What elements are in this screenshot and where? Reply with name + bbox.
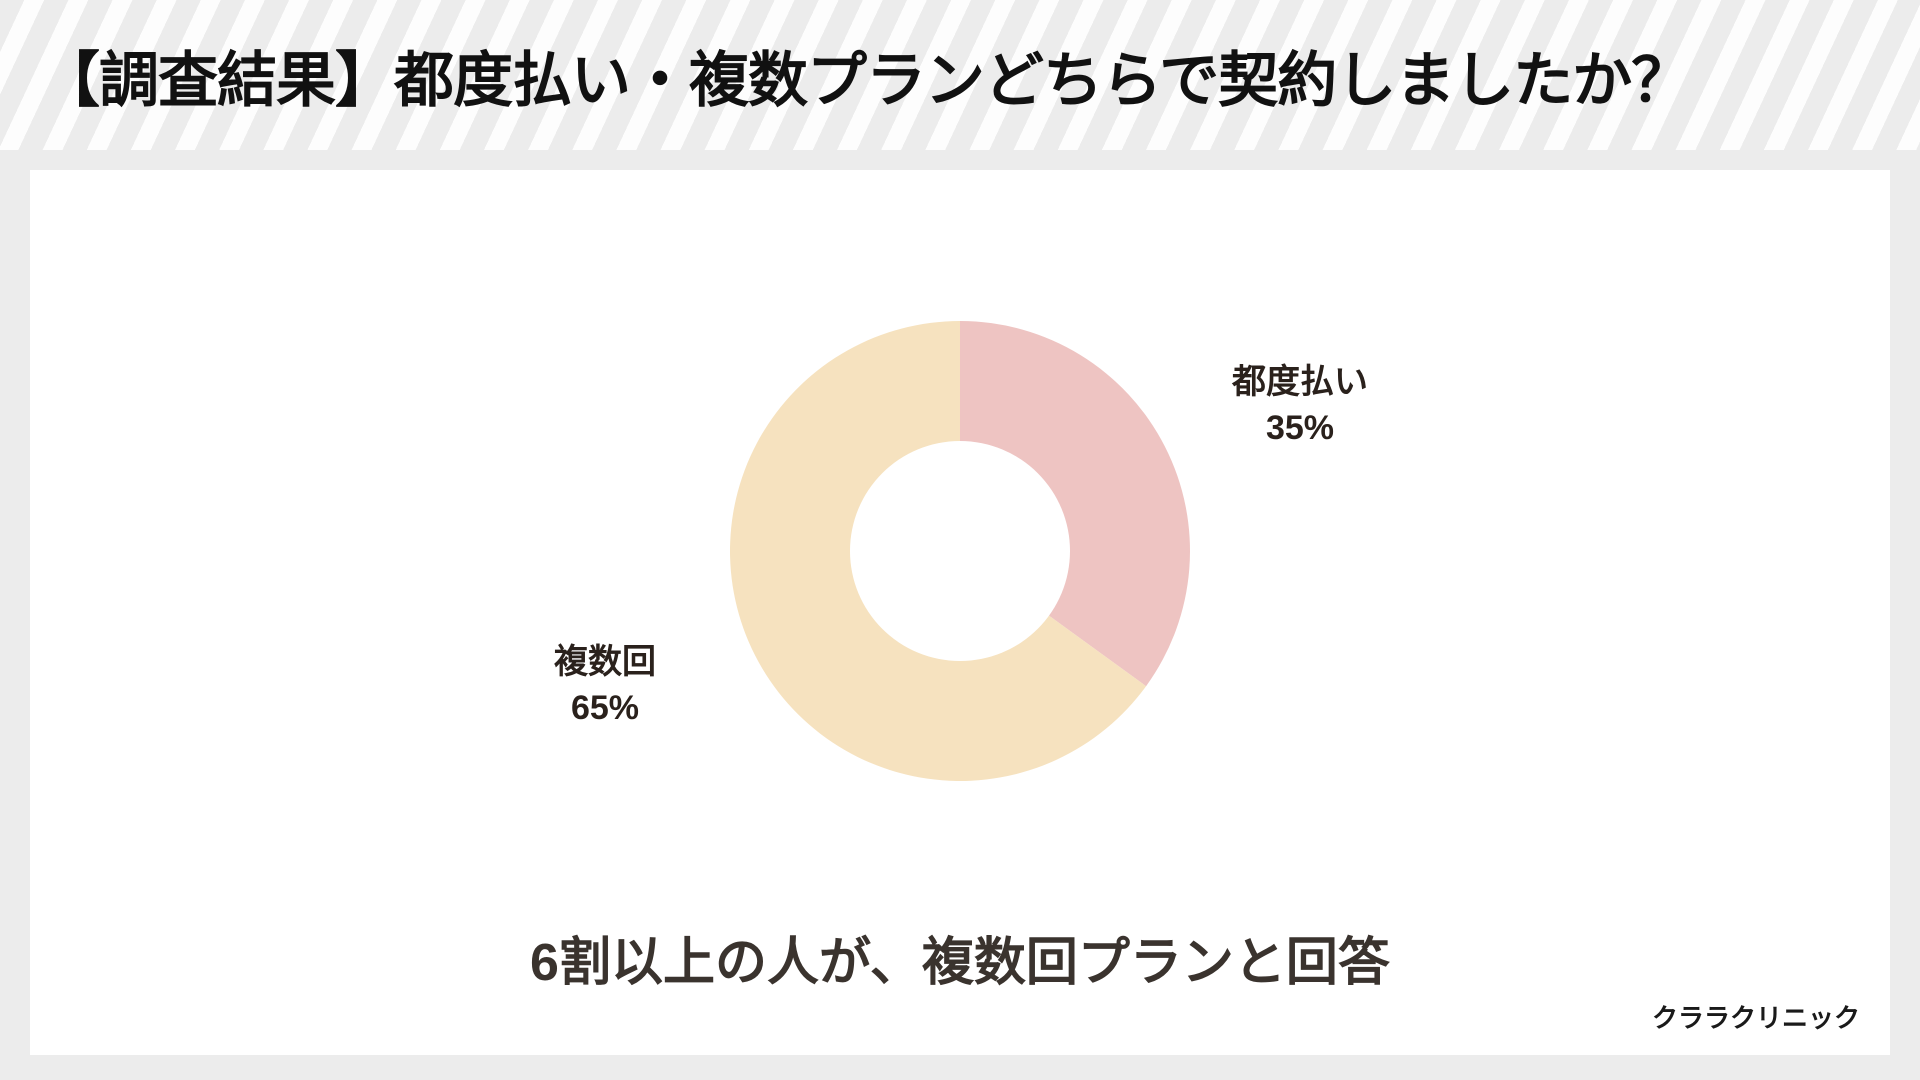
slice-label-multi: 複数回 65%: [554, 640, 656, 732]
header-bar: 【調査結果】都度払い・複数プランどちらで契約しましたか？: [0, 0, 1920, 150]
attribution-text: クララクリニック: [1652, 998, 1860, 1035]
content-panel: 都度払い 35% 複数回 65% 6割以上の人が、複数回プランと回答 クララクリ…: [30, 170, 1890, 1055]
page-root: 【調査結果】都度払い・複数プランどちらで契約しましたか？ 都度払い 35% 複数…: [0, 0, 1920, 1080]
slice-label-multi-pct: 65%: [554, 686, 656, 732]
slice-label-single-name: 都度払い: [1232, 360, 1368, 406]
slice-label-single-pct: 35%: [1232, 406, 1368, 452]
slice-label-single: 都度払い 35%: [1232, 360, 1368, 452]
slice-label-multi-name: 複数回: [554, 640, 656, 686]
donut-svg: [700, 291, 1220, 811]
summary-text: 6割以上の人が、複数回プランと回答: [30, 920, 1890, 995]
donut-chart: 都度払い 35% 複数回 65%: [700, 291, 1220, 811]
donut-hole: [850, 441, 1070, 661]
page-title: 【調査結果】都度払い・複数プランどちらで契約しましたか？: [40, 32, 1690, 119]
